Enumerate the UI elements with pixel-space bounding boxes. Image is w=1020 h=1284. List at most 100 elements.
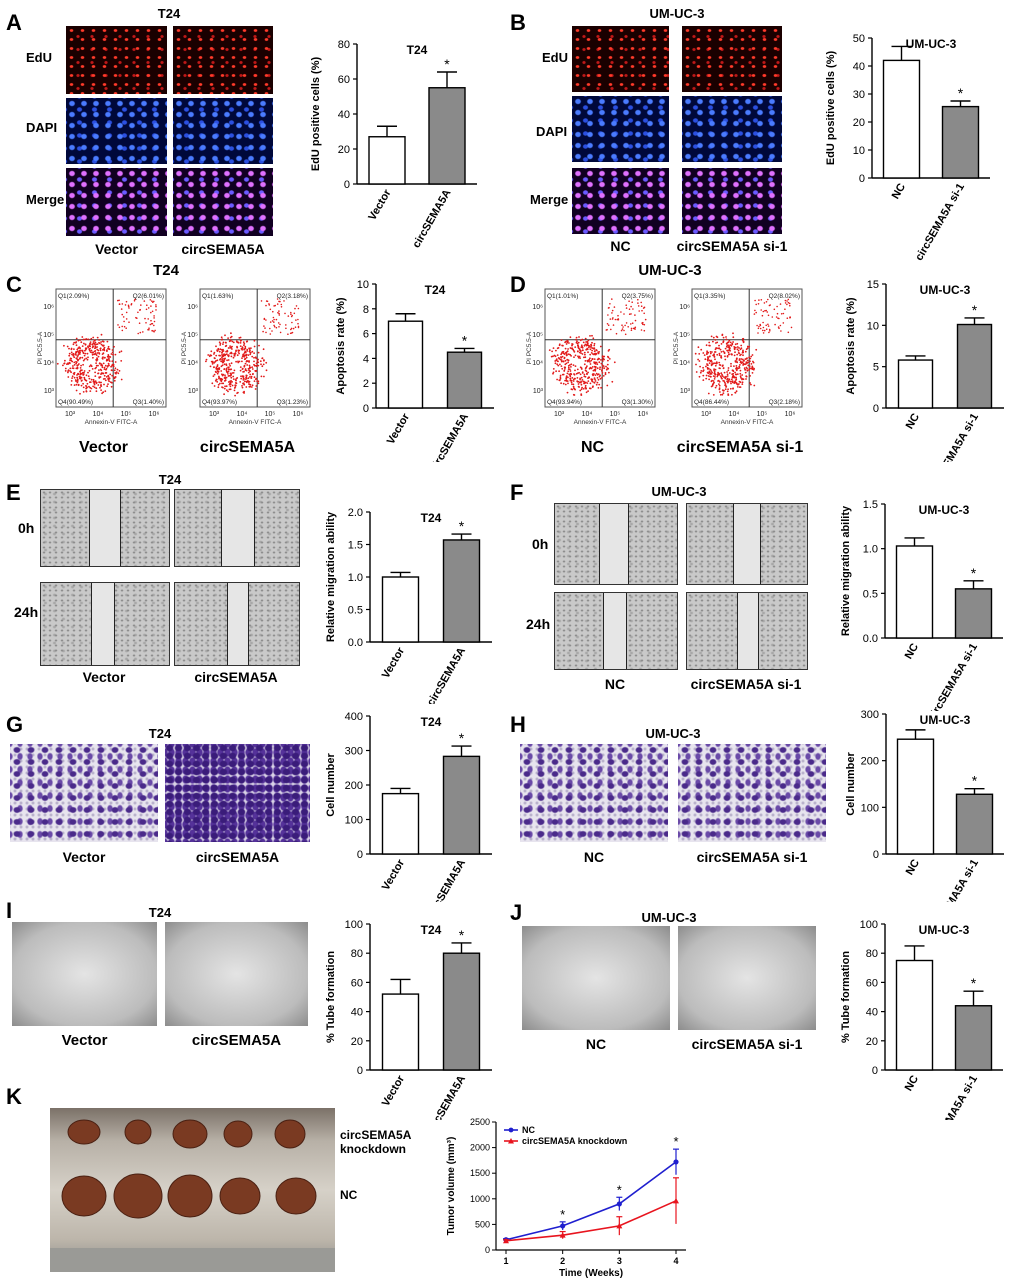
chart-title: UM-UC-3 [919, 503, 970, 517]
flow-event-dot [632, 327, 635, 330]
flow-event-dot [603, 367, 606, 370]
x-category-label: circSEMA5A si-1 [926, 1074, 980, 1121]
flow-event-dot [587, 351, 589, 354]
micrograph-dapi [66, 98, 167, 164]
flow-event-dot [577, 356, 580, 359]
flow-event-dot [628, 313, 631, 315]
flow-event-dot [762, 329, 764, 332]
flow-event-dot [718, 383, 720, 385]
y-axis-label: Apoptosis rate (%) [845, 297, 857, 395]
flow-event-dot [750, 383, 752, 386]
flow-event-dot [87, 356, 89, 359]
tube-formation-image [165, 922, 308, 1026]
flow-event-dot [734, 391, 737, 394]
flow-event-dot [108, 377, 111, 380]
flow-event-dot [594, 378, 596, 381]
flow-quadrant-label: Q1(2.09%) [58, 293, 89, 300]
significance-star: * [972, 302, 978, 318]
flow-event-dot [560, 360, 563, 363]
flow-event-dot [585, 391, 588, 394]
scratch-image [554, 503, 678, 585]
y-tick-label: 400 [345, 711, 363, 723]
flow-event-dot [567, 376, 569, 379]
flow-event-dot [111, 349, 114, 351]
flow-event-dot [223, 368, 226, 371]
flow-quadrant-label: Q1(3.35%) [694, 293, 725, 300]
flow-event-dot [604, 373, 607, 376]
flow-event-dot [241, 368, 244, 370]
x-tick-label: 1 [503, 1256, 508, 1266]
flow-event-dot [599, 366, 601, 369]
flow-event-dot [84, 338, 87, 341]
flow-event-dot [761, 314, 764, 317]
flow-event-dot [582, 380, 585, 383]
flow-event-dot [213, 385, 216, 387]
flow-event-dot [99, 342, 101, 345]
flow-x-axis-label: Annexin-V FITC-A [721, 419, 774, 426]
flow-y-tick-label: 10³ [533, 388, 544, 395]
panel-A-col-label: Vector [95, 241, 138, 257]
flow-event-dot [221, 382, 223, 385]
flow-event-dot [273, 325, 276, 328]
flow-event-dot [225, 389, 228, 391]
flow-event-dot [565, 354, 568, 357]
flow-event-dot [63, 362, 66, 365]
flow-event-dot [205, 360, 207, 363]
flow-event-dot [262, 330, 264, 333]
y-axis-label: Cell number [845, 752, 857, 816]
flow-event-dot [153, 320, 156, 323]
flow-event-dot [710, 373, 713, 375]
flow-event-dot [245, 374, 248, 377]
flow-event-dot [112, 365, 115, 368]
flow-event-dot [741, 378, 743, 381]
flow-event-dot [590, 359, 593, 362]
flow-event-dot [149, 299, 152, 301]
flow-y-axis-label: PI PC5.5-A [37, 331, 44, 364]
flow-event-dot [721, 373, 723, 376]
flow-event-dot [98, 369, 100, 371]
flow-event-dot [100, 333, 103, 336]
flow-event-dot [702, 379, 705, 381]
flow-event-dot [562, 382, 565, 385]
flow-event-dot [261, 365, 264, 368]
flow-event-dot [95, 364, 98, 367]
flow-event-dot [85, 374, 88, 377]
flow-event-dot [297, 325, 300, 328]
significance-star: * [459, 518, 465, 534]
y-tick-label: 15 [867, 279, 879, 291]
flow-event-dot [92, 336, 95, 339]
flow-event-dot [695, 363, 697, 366]
flow-event-dot [630, 313, 632, 315]
flow-event-dot [714, 348, 717, 351]
flow-event-dot [248, 370, 251, 372]
flow-event-dot [730, 365, 732, 367]
flow-event-dot [722, 392, 725, 394]
flow-event-dot [584, 353, 586, 356]
bar [882, 59, 921, 179]
flow-event-dot [222, 373, 225, 376]
flow-event-dot [788, 302, 791, 305]
flow-event-dot [771, 316, 774, 318]
micrograph-merge [173, 168, 273, 236]
flow-event-dot [222, 343, 224, 345]
flow-event-dot [239, 342, 242, 344]
flow-event-dot [111, 360, 114, 363]
flow-event-dot [599, 377, 602, 380]
flow-event-dot [245, 356, 248, 359]
flow-event-dot [233, 387, 236, 389]
flow-event-dot [275, 326, 278, 329]
flow-event-dot [736, 361, 738, 363]
flow-event-dot [89, 390, 92, 392]
flow-event-dot [694, 352, 697, 355]
flow-event-dot [215, 378, 218, 381]
flow-event-dot [567, 370, 570, 373]
micrograph-dapi [682, 96, 782, 162]
flow-event-dot [583, 356, 585, 359]
flow-event-dot [82, 363, 84, 366]
flow-event-dot [584, 382, 586, 384]
panel-B-row-label: EdU [542, 50, 568, 65]
flow-event-dot [222, 386, 224, 389]
flow-event-dot [561, 355, 564, 358]
flow-event-dot [245, 381, 248, 384]
